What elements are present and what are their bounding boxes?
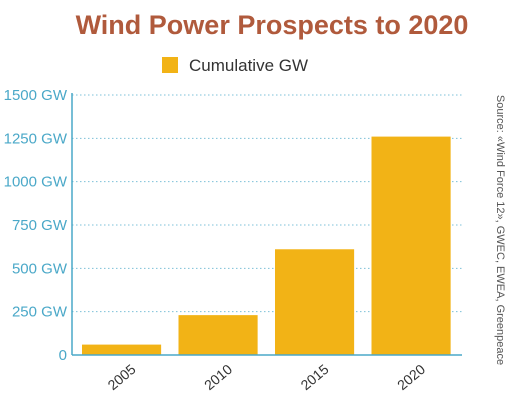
x-tick-label: 2020: [394, 361, 428, 393]
bars: [82, 136, 451, 355]
y-tick-label: 0: [59, 347, 67, 364]
x-tick-label: 2005: [104, 361, 138, 393]
bar: [275, 249, 355, 355]
y-tick-labels: 0 250 GW 500 GW 750 GW 1000 GW 1250 GW 1500 GW: [4, 87, 68, 364]
bar: [178, 315, 258, 355]
legend-label: Cumulative GW: [189, 56, 308, 75]
bar: [371, 136, 451, 355]
chart-title: Wind Power Prospects to 2020: [76, 10, 469, 40]
y-tick-label: 500 GW: [12, 260, 68, 277]
legend: Cumulative GW: [162, 56, 308, 75]
y-tick-label: 1000 GW: [4, 174, 68, 191]
x-tick-label: 2010: [201, 361, 235, 393]
x-tick-label: 2015: [297, 361, 331, 393]
source-note: Source: «Wind Force 12», GWEC, EWEA, Gre…: [494, 95, 506, 365]
axes: [71, 93, 462, 356]
y-tick-label: 250 GW: [12, 304, 68, 321]
y-tick-label: 1500 GW: [4, 87, 68, 104]
x-tick-labels: 2005 2010 2015 2020: [104, 361, 428, 393]
bar: [82, 344, 162, 355]
y-tick-label: 750 GW: [12, 217, 68, 234]
y-tick-label: 1250 GW: [4, 130, 68, 147]
legend-swatch: [162, 57, 178, 73]
